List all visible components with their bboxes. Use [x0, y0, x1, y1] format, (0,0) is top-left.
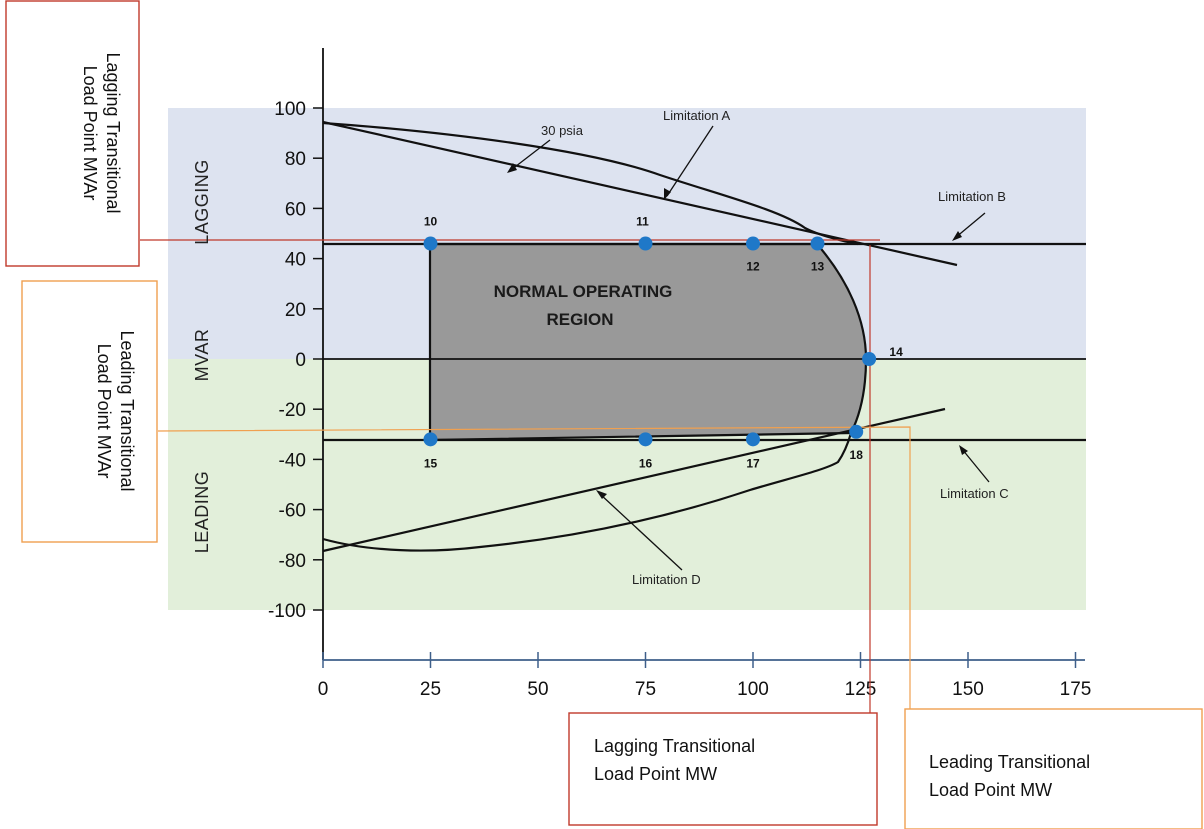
y-tick-label: 100	[274, 99, 306, 120]
lagging-mw-box	[568, 712, 878, 826]
operating-points: 10 11 12 13 14 15 16 17 18	[423, 215, 903, 470]
operating-point-13	[810, 236, 825, 251]
lagging-mvar-box	[5, 0, 140, 267]
y-tick-label: 40	[285, 250, 306, 271]
x-tick-label: 150	[952, 679, 984, 700]
y-tick-label: -80	[279, 551, 306, 572]
x-tick-label: 50	[527, 679, 548, 700]
lagging-mvar-box-line1: Lagging Transitional	[103, 52, 123, 213]
x-tick-labels: 0 25 50 75 100 125 150 175	[318, 679, 1092, 700]
limitation-d-arrowhead	[596, 490, 607, 499]
point-label-18: 18	[850, 448, 864, 462]
limitation-a-line	[322, 120, 958, 267]
limitation-c-arrow	[961, 448, 990, 483]
y-tick-marks	[313, 107, 323, 611]
leading-transitional-guide	[157, 426, 911, 709]
limitation-a-arrowhead	[664, 188, 671, 200]
operating-point-17	[746, 432, 760, 447]
leading-mw-box-line2: Load Point MW	[929, 780, 1052, 800]
normal-region-label-1: NORMAL OPERATING	[494, 282, 673, 301]
normal-region-label-2: REGION	[546, 310, 613, 329]
leading-mvar-box-line2: Load Point MVAr	[94, 344, 114, 479]
normal-operating-region	[428, 242, 868, 442]
operating-point-18	[849, 424, 864, 439]
point-label-15: 15	[424, 456, 438, 470]
lagging-mw-box-line1: Lagging Transitional	[594, 736, 755, 756]
lagging-mvar-box-line2: Load Point MVAr	[80, 66, 100, 201]
limitation-d-annotation: Limitation D	[632, 572, 701, 587]
operating-point-10	[423, 236, 438, 251]
point-label-16: 16	[639, 456, 653, 470]
operating-point-15	[423, 432, 438, 447]
operating-point-11	[638, 236, 653, 251]
operating-point-12	[746, 236, 760, 251]
y-tick-label: -60	[279, 501, 306, 522]
psia-arrowhead	[507, 163, 517, 173]
y-tick-label: 60	[285, 199, 306, 220]
point-label-11: 11	[636, 215, 649, 229]
leading-mvar-box-line1: Leading Transitional	[117, 330, 137, 491]
y-tick-label: 0	[295, 350, 306, 371]
y-tick-label: -40	[279, 450, 306, 471]
point-label-14: 14	[889, 345, 903, 359]
y-tick-label: -20	[279, 400, 306, 421]
limitation-b-arrowhead	[952, 231, 962, 241]
leading-mvar-box	[21, 280, 158, 543]
limitation-c-arrowhead	[959, 445, 968, 455]
leading-mw-box-line1: Leading Transitional	[929, 752, 1090, 772]
leading-limit-curve	[322, 432, 853, 552]
point-label-17: 17	[746, 456, 760, 470]
point-label-13: 13	[811, 260, 825, 274]
x-tick-label: 175	[1060, 679, 1092, 700]
x-tick-label: 100	[737, 679, 769, 700]
limitation-b-annotation: Limitation B	[938, 189, 1006, 204]
y-tick-label: 80	[285, 149, 306, 170]
limitation-a-annotation: Limitation A	[663, 108, 731, 123]
point-label-12: 12	[746, 260, 760, 274]
y-tick-label: 20	[285, 300, 306, 321]
operating-point-16	[638, 432, 653, 447]
y-tick-labels: 100 80 60 40 20 0 -20 -40 -60 -80 -100	[268, 99, 306, 622]
lagging-label: LAGGING	[192, 159, 212, 245]
limitation-d-line	[322, 407, 946, 553]
operating-point-14	[862, 352, 877, 366]
leading-label: LEADING	[192, 471, 212, 554]
psia-arrow	[510, 139, 551, 171]
limitation-b-arrow	[954, 212, 986, 239]
x-tick-label: 0	[318, 679, 329, 700]
x-tick-label: 125	[845, 679, 877, 700]
psia-annotation: 30 psia	[541, 123, 584, 138]
x-tick-label: 75	[635, 679, 656, 700]
mvar-label: MVAR	[192, 329, 212, 382]
x-tick-label: 25	[420, 679, 441, 700]
leading-mw-box	[904, 708, 1203, 829]
limitation-d-arrow	[599, 493, 683, 571]
limitation-a-arrow	[666, 125, 714, 197]
y-tick-label: -100	[268, 601, 306, 622]
point-label-10: 10	[424, 215, 438, 229]
x-tick-marks	[322, 652, 1077, 668]
lagging-mw-box-line2: Load Point MW	[594, 764, 717, 784]
limitation-c-annotation: Limitation C	[940, 486, 1009, 501]
